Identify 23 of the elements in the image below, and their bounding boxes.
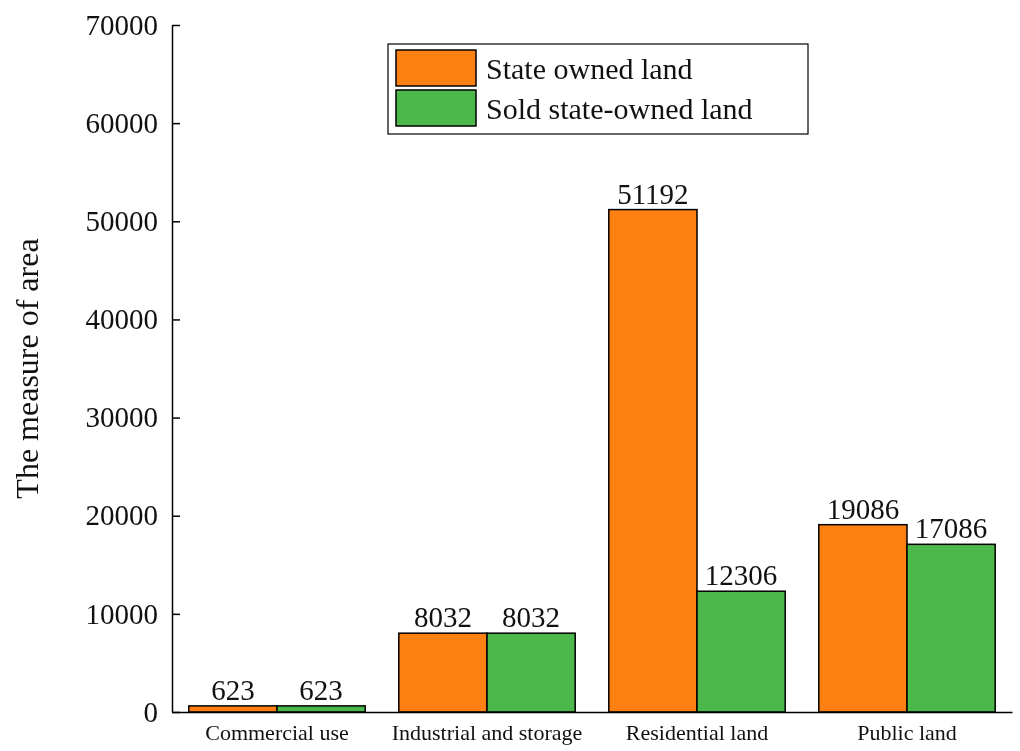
y-tick-label: 30000: [85, 401, 158, 434]
x-tick-label: Residential land: [625, 719, 769, 745]
data-label: 12306: [704, 559, 778, 592]
y-tick-label: 10000: [85, 597, 158, 630]
y-tick-label: 50000: [85, 205, 158, 238]
data-label: 19086: [826, 492, 900, 525]
data-label: 623: [211, 673, 255, 706]
data-label: 51192: [617, 177, 689, 210]
y-tick-label: 60000: [85, 106, 158, 139]
x-tick-label: Public land: [857, 719, 957, 745]
data-label: 17086: [914, 512, 988, 545]
y-axis-title: The measure of area: [9, 238, 45, 499]
legend-label: State owned land: [486, 52, 693, 85]
y-tick-label: 20000: [85, 499, 158, 532]
y-tick-label: 40000: [85, 303, 158, 336]
data-label: 8032: [502, 601, 561, 634]
x-tick-label: Industrial and storage: [391, 719, 583, 745]
y-tick-label: 70000: [85, 8, 158, 41]
data-label: 623: [299, 673, 343, 706]
data-label: 8032: [413, 601, 472, 634]
y-tick-label: 0: [143, 695, 158, 728]
x-tick-label: Commercial use: [205, 719, 349, 745]
legend-label: Sold state-owned land: [486, 92, 753, 125]
